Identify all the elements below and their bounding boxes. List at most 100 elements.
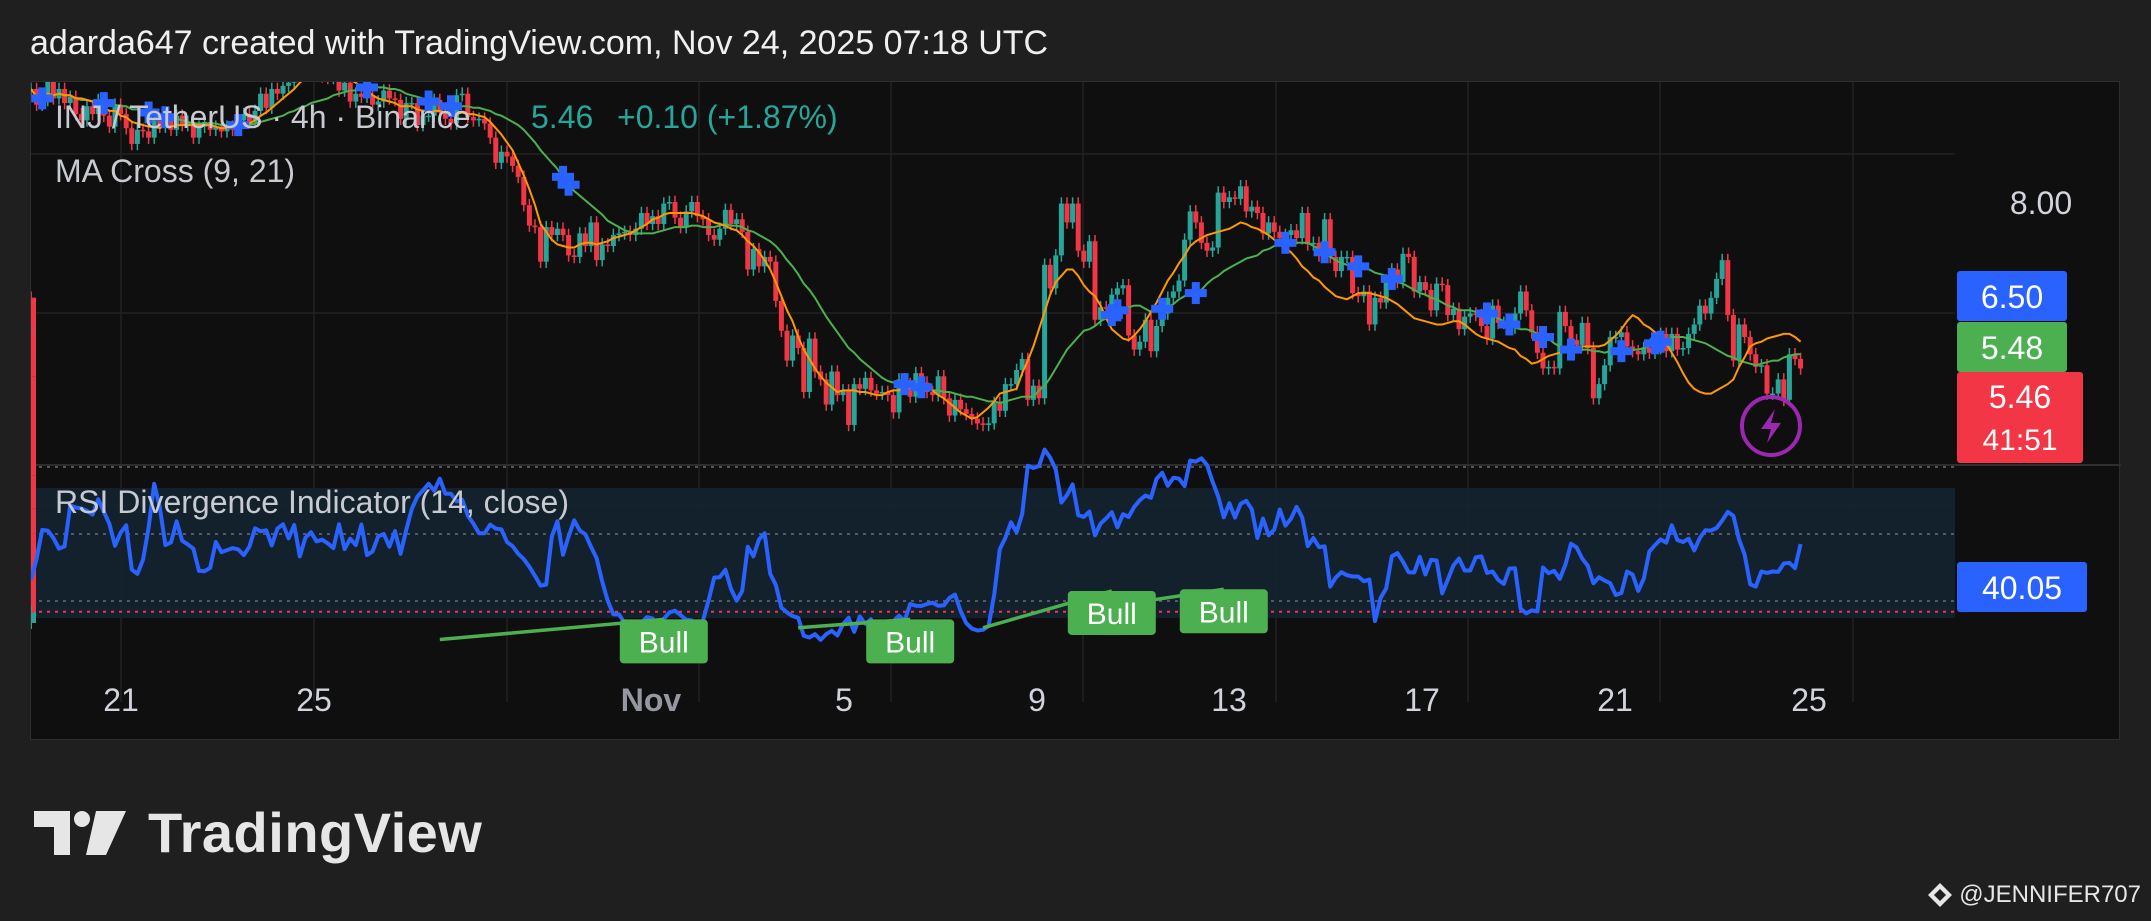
candle-body [241,114,247,121]
candle-body [1355,293,1361,297]
candle-body [605,244,611,246]
candle-body [739,219,745,232]
candle-body [470,117,476,121]
lightning-icon[interactable] [1740,395,1802,457]
candle-body [1691,324,1697,334]
candle-body [874,390,880,394]
rsi-badge: 40.05 [1957,562,2087,612]
candle-body [442,112,448,119]
candle-body [84,106,90,121]
candle-body [1495,305,1501,323]
bull-labels: Bull Bull Bull Bull [619,589,1268,664]
y-tick-label: 8.00 [2010,185,2072,221]
candle-body [801,348,807,392]
ma-cross-marker [893,373,916,396]
candle-body [1730,315,1736,361]
chart-panel[interactable]: Bull Bull Bull Bull INJ / TetherUS · 4h · B… [30,81,2121,741]
candle-body [1299,213,1305,239]
candle-body [571,255,577,257]
x-tick-label: 21 [103,682,139,718]
candle-body [1434,283,1440,311]
candle-body [1708,297,1714,314]
bull-label: Bull [1067,590,1156,635]
candle-body [1473,313,1479,316]
candle-body [1322,219,1328,256]
ma-cross-marker [227,114,250,137]
candle-body [728,209,734,224]
candle-body [1546,366,1552,369]
candle-body [1238,186,1244,199]
ma-slow-badge: 6.50 [1957,271,2067,321]
candle-body [1249,206,1255,212]
candle-body [1025,359,1031,400]
candle-body [431,99,437,116]
ma-cross-marker [1313,241,1336,264]
candle-body [1271,222,1277,232]
candle-body [1770,393,1776,396]
candle-body [1736,324,1742,361]
candle-body [190,121,196,138]
candle-body [1624,332,1630,347]
candle-body [213,126,219,130]
candle-body [974,418,980,424]
candle-body [392,98,398,100]
countdown-value: 41:51 [1982,424,2057,457]
candle-body [151,118,157,138]
candle-body [1310,242,1316,245]
candle-body [409,103,415,105]
candle-body [1540,352,1546,369]
tradingview-logo[interactable]: TradingView [34,800,482,865]
rsi-line [31,447,1803,646]
candle-body [1579,322,1585,345]
candle-body [840,390,846,396]
candle-body [1646,348,1652,353]
candle-body [778,300,784,331]
ma-cross-marker [1610,340,1633,363]
ma-cross-marker [1106,299,1129,322]
candle-body [717,228,723,240]
candle-body [1154,326,1160,352]
chart-svg[interactable]: Bull Bull Bull Bull INJ / TetherUS · 4h · B… [31,82,2121,741]
candle-body [980,423,986,425]
candle-body [549,227,555,235]
x-tick-label: 9 [1028,682,1046,718]
candle-body [1047,264,1053,289]
candle-body [1523,291,1529,311]
candle-body [1170,291,1176,298]
candle-body [1058,203,1064,256]
candle-body [375,101,381,105]
candle-body [1064,203,1070,223]
candle-body [1557,311,1563,369]
candle-body [280,85,286,94]
candle-body [347,82,353,102]
candle-body [532,225,538,228]
candle-body [1131,335,1137,350]
ma-cross-marker [356,82,378,99]
rsi-value: 40.05 [1982,570,2062,606]
candle-body [112,104,118,127]
candle-body [1148,319,1154,352]
candle-body [1585,322,1591,349]
candle-body [678,217,684,228]
legend-indicator[interactable]: MA Cross (9, 21) [55,153,295,189]
candle-body [958,399,964,410]
candle-body [123,114,129,129]
candle-body [358,93,364,97]
legend-change: +0.10 (+1.87%) [617,99,838,135]
candle-body [50,82,56,99]
legend-rsi[interactable]: RSI Divergence Indicator (14, close) [55,484,569,520]
bull-label-text: Bull [639,626,689,659]
x-tick-label: 5 [835,682,853,718]
candle-body [1714,278,1720,298]
candle-body [1109,294,1115,309]
candle-body [129,128,135,144]
candle-body [510,156,516,166]
candle-body [935,376,941,396]
ma-cross-marker [1476,302,1498,325]
ma-slow-value: 6.50 [1981,279,2043,315]
candle-body [1221,192,1227,203]
candle-body [1019,359,1025,370]
candle-body [538,227,544,262]
candle-body [1008,384,1014,386]
legend-symbol[interactable]: INJ / TetherUS · 4h · Binance [55,99,471,135]
